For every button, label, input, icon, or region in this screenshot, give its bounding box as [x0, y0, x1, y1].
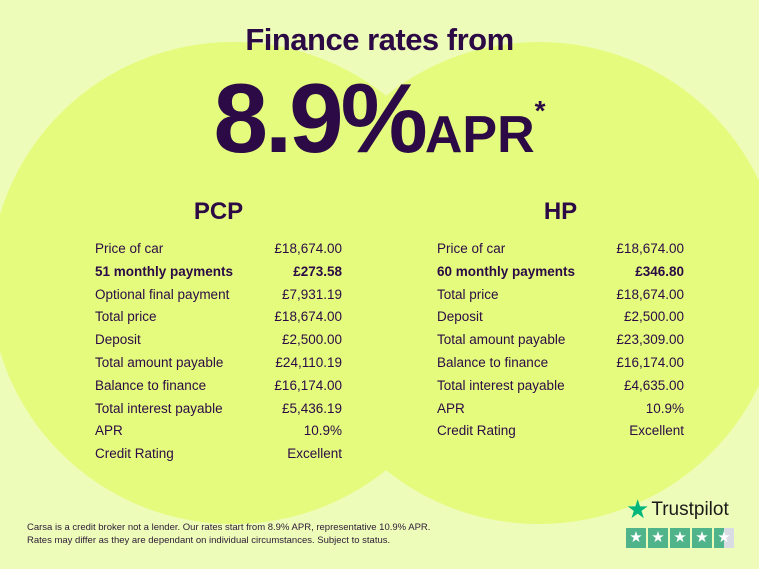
rate-value: 8.9% — [213, 63, 427, 173]
row-value: 10.9% — [303, 423, 342, 439]
row-value: £18,674.00 — [616, 241, 684, 256]
table-row: Deposit £2,500.00 — [95, 329, 342, 352]
disclaimer: Carsa is a credit broker not a lender. O… — [27, 521, 430, 547]
table-row: Total price £18,674.00 — [437, 284, 684, 307]
table-row: Total interest payable £5,436.19 — [95, 398, 342, 421]
row-value: £23,309.00 — [616, 332, 684, 348]
table-row: Total interest payable £4,635.00 — [437, 375, 684, 398]
row-label: Credit Rating — [437, 423, 516, 439]
row-value: £2,500.00 — [281, 332, 342, 348]
pcp-title: PCP — [193, 198, 244, 225]
table-row: 60 monthly payments £346.80 — [437, 261, 684, 284]
row-value: £346.80 — [635, 263, 684, 279]
trustpilot-rating: ★ ★ ★ ★ ★ — [626, 528, 734, 548]
row-label: Balance to finance — [95, 377, 207, 393]
asterisk: * — [534, 95, 546, 126]
row-value: £18,674.00 — [274, 241, 342, 256]
row-label: Total price — [437, 286, 499, 302]
table-row: Optional final payment £7,931.19 — [95, 284, 342, 307]
table-row: Price of car £18,674.00 — [95, 238, 342, 261]
table-row: Balance to finance £16,174.00 — [437, 352, 684, 375]
table-row: APR 10.9% — [95, 420, 342, 443]
row-label: APR — [437, 400, 465, 416]
row-value: £4,635.00 — [623, 377, 684, 393]
row-label: Optional final payment — [95, 286, 230, 302]
row-value: Excellent — [629, 423, 684, 439]
table-row: Balance to finance £16,174.00 — [95, 375, 342, 398]
background-circle-right — [296, 42, 759, 524]
headline-rate: 8.9%APR* — [0, 62, 759, 175]
row-label: 60 monthly payments — [437, 263, 576, 279]
apr-label: APR — [424, 106, 535, 164]
row-value: Excellent — [287, 446, 342, 462]
row-label: Total amount payable — [437, 332, 566, 348]
row-label: Deposit — [437, 309, 483, 325]
row-label: Credit Rating — [95, 446, 174, 462]
star-icon: ★ — [648, 528, 668, 548]
star-icon: ★ — [670, 528, 690, 548]
row-label: APR — [95, 423, 123, 439]
row-value: £273.58 — [293, 263, 342, 279]
row-label: Total interest payable — [95, 400, 223, 416]
table-row: Deposit £2,500.00 — [437, 306, 684, 329]
row-label: Balance to finance — [437, 354, 549, 370]
disclaimer-line-1: Carsa is a credit broker not a lender. O… — [27, 522, 431, 533]
half-star-icon: ★ — [714, 528, 734, 548]
table-row: Total price £18,674.00 — [95, 306, 342, 329]
star-icon: ★ — [626, 494, 650, 524]
star-icon: ★ — [626, 528, 646, 548]
trustpilot-name: Trustpilot — [651, 498, 729, 520]
table-row: 51 monthly payments £273.58 — [95, 261, 342, 284]
row-label: Total amount payable — [95, 354, 224, 370]
star-icon: ★ — [692, 528, 712, 548]
table-row: Credit Rating Excellent — [437, 420, 684, 443]
disclaimer-line-2: Rates may differ as they are dependant o… — [27, 535, 391, 546]
hp-table: HP Price of car £18,674.00 60 monthly paym… — [437, 198, 684, 443]
table-row: Credit Rating Excellent — [95, 443, 342, 466]
row-label: Total price — [95, 309, 157, 325]
row-value: 10.9% — [645, 400, 684, 416]
row-value: £7,931.19 — [281, 286, 342, 302]
table-row: APR 10.9% — [437, 398, 684, 421]
table-row: Total amount payable £24,110.19 — [95, 352, 342, 375]
trustpilot-badge[interactable]: ★ Trustpilot ★ ★ ★ ★ ★ — [626, 494, 734, 548]
row-label: Price of car — [437, 241, 506, 256]
table-row: Total amount payable £23,309.00 — [437, 329, 684, 352]
row-value: £16,174.00 — [616, 354, 684, 370]
pcp-table: PCP Price of car £18,674.00 51 monthly pay… — [95, 198, 342, 466]
row-label: Total interest payable — [437, 377, 565, 393]
row-value: £18,674.00 — [274, 309, 342, 325]
trustpilot-logo: ★ Trustpilot — [626, 494, 734, 525]
row-label: Deposit — [95, 332, 141, 348]
hp-title: HP — [543, 198, 578, 225]
table-row: Price of car £18,674.00 — [437, 238, 684, 261]
row-label: Price of car — [95, 241, 164, 256]
row-value: £5,436.19 — [281, 400, 342, 416]
row-value: £24,110.19 — [275, 354, 342, 370]
row-value: £2,500.00 — [623, 309, 684, 325]
row-value: £16,174.00 — [274, 377, 342, 393]
row-label: 51 monthly payments — [95, 263, 234, 279]
row-value: £18,674.00 — [616, 286, 684, 302]
headline: Finance rates from — [245, 22, 514, 57]
